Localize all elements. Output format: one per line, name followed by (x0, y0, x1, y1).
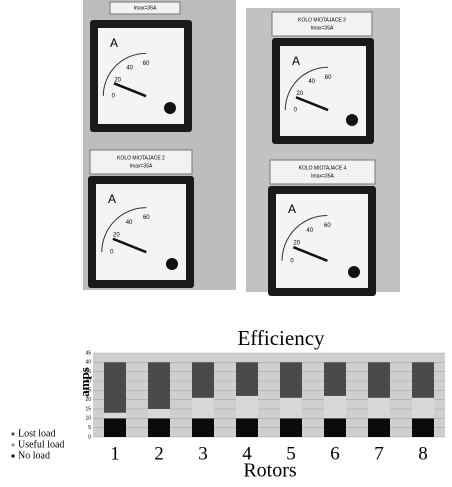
plate-text: Imax=35A (311, 173, 334, 179)
bar-segment (324, 362, 346, 396)
meter-scale-label: 60 (143, 215, 150, 221)
x-tick-label: 3 (198, 443, 208, 464)
plate-text: KOLO MIOTAJACE 4 (299, 165, 347, 171)
meter-scale-label: 40 (126, 65, 133, 71)
x-tick-label: 7 (374, 443, 384, 464)
bar-segment (280, 398, 302, 419)
legend-marker (11, 432, 14, 435)
meter-scale-label: 40 (306, 228, 313, 234)
plate-text: KOLO MIOTAJACE 3 (298, 17, 346, 23)
bar-segment (104, 418, 126, 437)
y-tick-label: 40 (85, 360, 91, 366)
bar-segment (236, 418, 258, 437)
meter-unit: A (292, 54, 300, 68)
x-tick-label: 4 (242, 443, 252, 464)
bar-segment (280, 418, 302, 437)
bar-segment (104, 362, 126, 412)
bar-segment (148, 409, 170, 418)
legend-label: Useful load (18, 439, 64, 450)
meter-scale-label: 60 (324, 223, 331, 229)
bar-segment (192, 418, 214, 437)
y-tick-label: 10 (85, 416, 91, 422)
meter-scale-label: 40 (126, 220, 133, 226)
x-tick-label: 6 (330, 443, 340, 464)
meter-scale-label: 20 (293, 241, 300, 247)
page: {"photos": [ {"plate": ["Imax=35A"]}, {"… (0, 0, 452, 487)
y-tick-label: 25 (85, 388, 91, 394)
legend-label: No load (18, 450, 50, 461)
bar-segment (192, 362, 214, 397)
x-tick-label: 5 (286, 443, 296, 464)
meter-unit: A (110, 36, 118, 50)
bar-segment (236, 396, 258, 418)
bar-segment (324, 396, 346, 418)
bar-segment (368, 362, 390, 397)
plate-text: Imax=35A (134, 5, 157, 11)
bar-segment (104, 413, 126, 419)
bar-segment (368, 418, 390, 437)
bar-segment (192, 398, 214, 419)
y-tick-label: 0 (88, 434, 91, 440)
meter-knob (166, 258, 178, 270)
bar-segment (412, 362, 434, 397)
bar-segment (412, 418, 434, 437)
y-tick-label: 35 (85, 369, 91, 375)
y-tick-label: 15 (85, 406, 91, 412)
chart-title: Efficiency (237, 326, 325, 350)
x-tick-label: 8 (418, 443, 428, 464)
name-plate (90, 150, 192, 174)
meter-knob (346, 114, 358, 126)
plate-text: Imax=35A (130, 163, 153, 169)
plate-text: Imax=35A (311, 25, 334, 31)
y-tick-label: 30 (85, 378, 91, 384)
bar-segment (324, 418, 346, 437)
meter-unit: A (288, 202, 296, 216)
legend-marker (11, 454, 14, 457)
bar-segment (148, 362, 170, 409)
name-plate (272, 12, 372, 36)
bar-segment (280, 362, 302, 397)
meter-scale-label: 20 (296, 91, 303, 97)
y-tick-label: 45 (85, 350, 91, 356)
meter-unit: A (108, 192, 116, 206)
meter-knob (348, 266, 360, 278)
bar-segment (368, 398, 390, 419)
bar-segment (236, 362, 258, 396)
legend-marker (11, 443, 14, 446)
meter-scale-label: 40 (308, 79, 315, 85)
figure: Efficiency amps Rotors Imax=35AA0204060K… (0, 0, 452, 487)
meter-scale-label: 20 (113, 232, 120, 238)
legend-label: Lost load (18, 428, 56, 439)
bar-segment (148, 418, 170, 437)
meter-scale-label: 60 (143, 61, 150, 67)
x-tick-label: 2 (154, 443, 164, 464)
meter-knob (164, 102, 176, 114)
plate-text: KOLO MIOTAJACE 2 (117, 155, 165, 161)
meter-scale-label: 60 (325, 75, 332, 81)
bar-segment (412, 398, 434, 419)
meter-scale-label: 20 (114, 77, 121, 83)
name-plate (270, 160, 375, 184)
plot-background (93, 353, 445, 437)
y-tick-label: 5 (88, 425, 91, 431)
x-tick-label: 1 (110, 443, 120, 464)
y-tick-label: 20 (85, 397, 91, 403)
